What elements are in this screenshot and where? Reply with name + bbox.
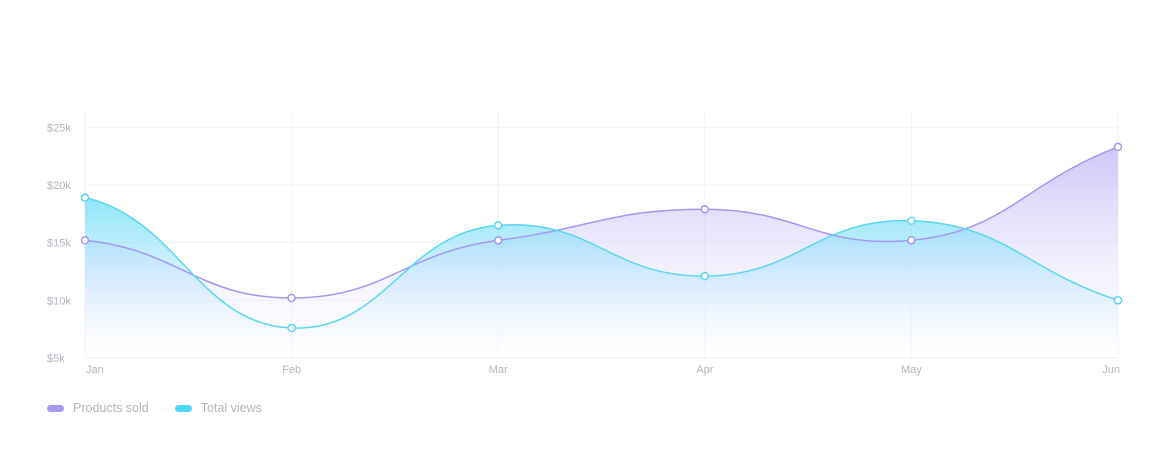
- legend-label-products-sold: Products sold: [73, 401, 149, 415]
- point-products-sold-jun[interactable]: [1113, 142, 1123, 152]
- y-tick-label: $5k: [47, 353, 65, 365]
- point-products-sold-apr[interactable]: [700, 204, 710, 214]
- line-total-views: [84, 196, 1119, 329]
- point-total-views-mar[interactable]: [493, 221, 503, 230]
- y-axis-labels: $5k $10k $15k $20k $25k: [47, 122, 71, 365]
- point-total-views-apr[interactable]: [700, 271, 710, 281]
- x-tick-label: Mar: [489, 364, 508, 376]
- point-products-sold-feb[interactable]: [287, 293, 296, 303]
- point-total-views-may[interactable]: [907, 216, 916, 225]
- x-tick-label: Jan: [86, 364, 104, 376]
- x-tick-label: May: [901, 364, 922, 376]
- chart-points: [80, 142, 1123, 333]
- chart-areas: [85, 146, 1118, 358]
- x-tick-label: Apr: [696, 364, 713, 376]
- chart-legend: Products sold Total views: [47, 401, 262, 415]
- point-products-sold-mar[interactable]: [493, 236, 503, 245]
- y-tick-label: $10k: [47, 295, 71, 307]
- point-total-views-feb[interactable]: [287, 323, 296, 333]
- point-total-views-jun[interactable]: [1113, 296, 1123, 305]
- point-products-sold-jan[interactable]: [80, 236, 90, 245]
- area-total-views: [85, 197, 1118, 358]
- x-tick-label: Feb: [282, 364, 301, 376]
- y-tick-label: $20k: [47, 180, 71, 192]
- x-axis-labels: Jan Feb Mar Apr May Jun: [86, 364, 1120, 376]
- x-tick-label: Jun: [1102, 364, 1120, 376]
- y-tick-label: $15k: [47, 238, 71, 250]
- chart-lines: [84, 146, 1119, 329]
- legend-label-total-views: Total views: [200, 401, 262, 415]
- line-products-sold: [84, 146, 1119, 299]
- point-total-views-jan[interactable]: [80, 193, 90, 202]
- legend-swatch-products-sold: [47, 404, 64, 412]
- legend-item-total-views[interactable]: Total views: [174, 401, 262, 415]
- legend-item-products-sold[interactable]: Products sold: [47, 401, 149, 415]
- point-products-sold-may[interactable]: [907, 236, 916, 245]
- legend-swatch-total-views: [174, 404, 192, 412]
- y-tick-label: $25k: [47, 122, 71, 134]
